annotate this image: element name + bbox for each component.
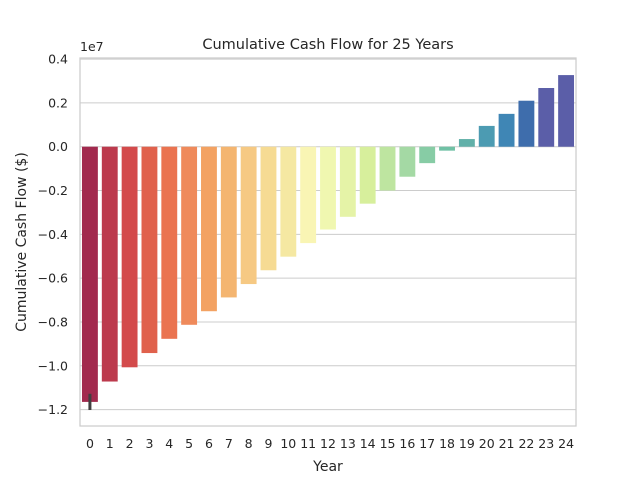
x-tick-label: 4: [165, 436, 173, 451]
y-tick-label: 0.4: [48, 52, 68, 67]
x-tick-label: 24: [558, 436, 574, 451]
y-tick-label: −0.4: [38, 227, 68, 242]
bars: [81, 75, 575, 402]
bar-year-4: [161, 146, 178, 339]
x-tick-label: 16: [399, 436, 415, 451]
y-axis-label: Cumulative Cash Flow ($): [14, 152, 30, 332]
x-tick-label: 11: [300, 436, 316, 451]
bar-year-1: [101, 146, 118, 382]
x-tick-label: 1: [106, 436, 114, 451]
x-tick-labels: 0 1 2 3 4 5 6 7 8 9 10 11 12 13 14 15 16 17 18 19 20 21 22 23 24: [86, 436, 574, 451]
plot-frame: [79, 57, 577, 427]
bar-year-16: [399, 146, 416, 177]
x-tick-label: 9: [265, 436, 273, 451]
x-tick-label: 15: [380, 436, 396, 451]
x-tick-label: 12: [320, 436, 336, 451]
x-tick-label: 7: [225, 436, 233, 451]
x-tick-label: 5: [185, 436, 193, 451]
bar-year-15: [379, 146, 396, 191]
bar-year-14: [359, 146, 376, 204]
x-tick-label: 21: [499, 436, 515, 451]
bar-year-21: [498, 113, 515, 147]
bar-year-24: [558, 75, 575, 147]
chart-title: Cumulative Cash Flow for 25 Years: [202, 37, 453, 53]
bar-year-22: [518, 100, 535, 147]
x-tick-label: 6: [205, 436, 213, 451]
bar-year-18: [439, 146, 455, 151]
y-tick-label: −0.6: [38, 271, 68, 286]
bar-year-2: [121, 146, 138, 368]
bar-year-8: [240, 146, 257, 285]
bar-year-7: [220, 146, 237, 298]
bar-year-19: [458, 139, 475, 147]
bar-year-6: [201, 146, 217, 312]
y-tick-label: −0.8: [38, 314, 68, 329]
x-tick-label: 22: [518, 436, 534, 451]
x-tick-label: 8: [245, 436, 253, 451]
x-axis-label: Year: [312, 459, 343, 475]
bar-year-20: [478, 125, 495, 147]
x-tick-label: 20: [479, 436, 495, 451]
x-tick-label: 23: [538, 436, 554, 451]
x-tick-label: 19: [459, 436, 475, 451]
x-tick-label: 10: [280, 436, 296, 451]
bar-year-3: [141, 146, 158, 354]
y-tick-label: −1.2: [38, 402, 68, 417]
y-offset-label: 1e7: [80, 39, 104, 54]
bar-year-23: [538, 88, 555, 147]
bar-year-9: [260, 146, 277, 271]
bar-year-11: [300, 146, 317, 244]
y-tick-label: 0.0: [48, 139, 68, 154]
y-tick-label: −1.0: [38, 358, 68, 373]
bar-year-12: [320, 146, 336, 230]
y-tick-label: 0.2: [48, 95, 68, 110]
y-tick-labels: 0.4 0.2 0.0 −0.2 −0.4 −0.6 −0.8 −1.0 −1.2: [38, 52, 68, 417]
x-tick-label: 3: [145, 436, 153, 451]
x-tick-label: 18: [439, 436, 455, 451]
bar-year-13: [339, 146, 356, 217]
bar-year-0: [81, 146, 98, 402]
x-tick-label: 13: [340, 436, 356, 451]
bar-year-17: [419, 146, 436, 164]
x-tick-label: 17: [419, 436, 435, 451]
x-tick-label: 0: [86, 436, 94, 451]
x-tick-label: 2: [126, 436, 134, 451]
bar-year-10: [280, 146, 297, 257]
bar-year-5: [181, 146, 198, 325]
x-tick-label: 14: [360, 436, 376, 451]
y-tick-label: −0.2: [38, 183, 68, 198]
